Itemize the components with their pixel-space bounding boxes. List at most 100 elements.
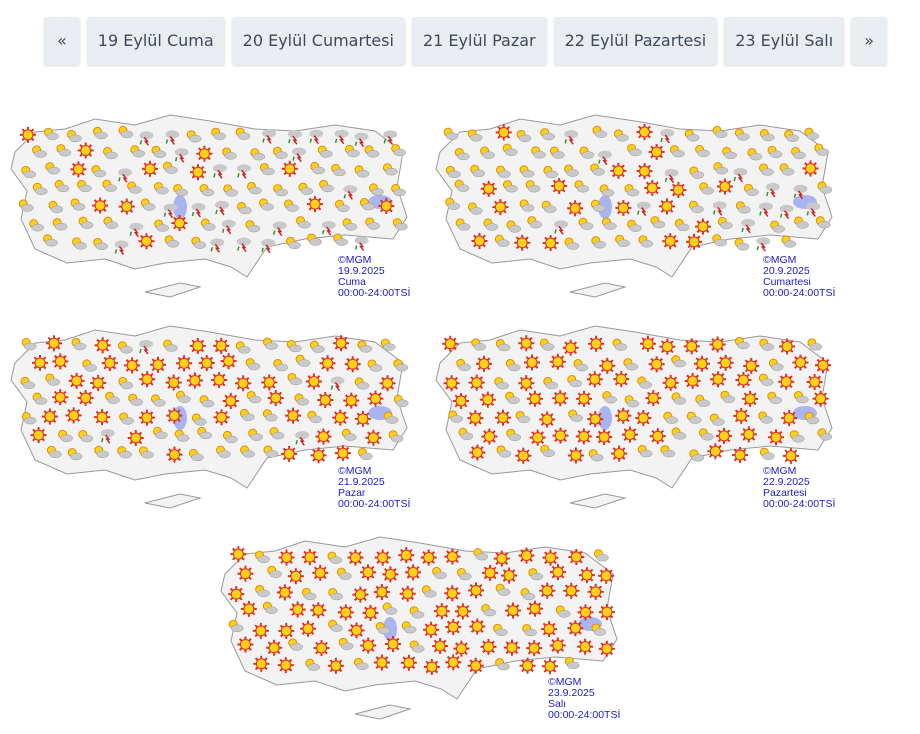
- sun-icon: [781, 410, 798, 427]
- sun-icon: [588, 335, 605, 352]
- partly-cloudy-icon: [467, 202, 483, 215]
- cyprus-outline: [144, 282, 202, 298]
- sun-icon: [541, 621, 558, 638]
- cyprus-outline: [354, 704, 412, 720]
- partly-cloudy-icon: [688, 200, 704, 213]
- sun-icon: [445, 619, 462, 636]
- partly-cloudy-icon: [759, 128, 775, 142]
- cyprus-outline: [144, 493, 202, 509]
- thunderstorm-icon: [712, 201, 727, 216]
- partly-cloudy-icon: [660, 445, 676, 458]
- partly-cloudy-icon: [354, 165, 370, 178]
- partly-cloudy-icon: [578, 217, 594, 230]
- partly-cloudy-icon: [495, 658, 510, 671]
- thunderstorm-icon: [272, 221, 287, 236]
- forecast-map-3: ©MGM 21.9.2025 Pazar 00:00-24:00TSİ: [5, 318, 423, 523]
- tab-day-3[interactable]: 21 Eylül Pazar: [411, 17, 547, 65]
- sun-icon: [253, 655, 270, 672]
- partly-cloudy-icon: [784, 129, 799, 142]
- partly-cloudy-icon: [259, 198, 274, 211]
- partly-cloudy-icon: [528, 568, 544, 581]
- partly-cloudy-icon: [391, 143, 406, 157]
- day: Pazartesi: [763, 487, 807, 499]
- partly-cloudy-icon: [152, 426, 168, 440]
- partly-cloudy-icon: [353, 657, 369, 670]
- partly-cloudy-icon: [481, 603, 497, 617]
- sun-icon: [812, 390, 829, 407]
- partly-cloudy-icon: [454, 179, 470, 192]
- partly-cloudy-icon: [246, 390, 262, 404]
- sun-icon: [444, 548, 461, 565]
- partly-cloudy-icon: [759, 338, 775, 351]
- tab-day-2[interactable]: 20 Eylül Cumartesi: [231, 17, 405, 65]
- tab-day-4[interactable]: 22 Eylül Pazartesi: [553, 17, 718, 65]
- sun-icon: [549, 564, 566, 581]
- thunderstorm-icon: [139, 131, 154, 146]
- partly-cloudy-icon: [698, 428, 714, 441]
- partly-cloudy-icon: [331, 163, 346, 177]
- thunderstorm-icon: [221, 219, 236, 235]
- sun-icon: [348, 622, 365, 639]
- sun-icon: [716, 178, 733, 195]
- sun-icon: [19, 126, 36, 143]
- partly-cloudy-icon: [52, 218, 68, 231]
- partly-cloudy-icon: [222, 430, 238, 444]
- partly-cloudy-icon: [612, 338, 628, 351]
- partly-cloudy-icon: [393, 359, 409, 372]
- sun-icon: [621, 426, 638, 443]
- partly-cloudy-icon: [689, 449, 705, 462]
- sun-icon: [815, 357, 832, 374]
- day: Cumartesi: [763, 276, 811, 288]
- partly-cloudy-icon: [245, 220, 261, 233]
- sun-icon: [285, 407, 302, 424]
- partly-cloudy-icon: [127, 181, 142, 194]
- tab-day-5[interactable]: 23 Eylül Salı: [724, 17, 845, 65]
- partly-cloudy-icon: [637, 376, 652, 389]
- partly-cloudy-icon: [503, 180, 518, 193]
- tab-day-1[interactable]: 19 Eylül Cuma: [86, 17, 225, 65]
- partly-cloudy-icon: [793, 391, 809, 404]
- sun-icon: [333, 335, 350, 352]
- partly-cloudy-icon: [591, 236, 607, 249]
- sun-icon: [373, 654, 390, 671]
- sun-icon: [716, 427, 733, 444]
- partly-cloudy-icon: [307, 233, 322, 246]
- sun-icon: [354, 410, 371, 427]
- map-caption: ©MGM 19.9.2025 Cuma 00:00-24:00TSİ: [338, 255, 410, 299]
- thunderstorm-icon: [261, 238, 276, 254]
- sun-icon: [150, 356, 167, 373]
- sun-icon: [124, 357, 141, 374]
- partly-cloudy-icon: [199, 184, 215, 197]
- partly-cloudy-icon: [531, 146, 546, 159]
- thunderstorm-icon: [114, 240, 129, 255]
- sun-icon: [562, 339, 579, 356]
- partly-cloudy-icon: [239, 408, 255, 422]
- turkey-map-image: [10, 325, 409, 509]
- partly-cloudy-icon: [779, 163, 795, 176]
- partly-cloudy-icon: [383, 411, 399, 424]
- sun-icon: [445, 654, 462, 671]
- partly-cloudy-icon: [590, 163, 605, 176]
- partly-cloudy-icon: [804, 411, 820, 425]
- sun-icon: [374, 549, 391, 566]
- next-button[interactable]: »: [851, 17, 887, 65]
- partly-cloudy-icon: [48, 200, 64, 214]
- partly-cloudy-icon: [789, 430, 805, 443]
- map-caption: ©MGM 23.9.2025 Salı 00:00-24:00TSİ: [548, 677, 620, 721]
- sun-icon: [526, 600, 543, 617]
- partly-cloudy-icon: [564, 164, 579, 177]
- thunderstorm-icon: [212, 164, 227, 179]
- partly-cloudy-icon: [543, 165, 559, 179]
- partly-cloudy-icon: [130, 145, 145, 158]
- partly-cloudy-icon: [516, 129, 532, 143]
- partly-cloudy-icon: [76, 179, 92, 193]
- sun-icon: [444, 585, 461, 602]
- thunderstorm-icon: [295, 431, 310, 446]
- partly-cloudy-icon: [294, 393, 310, 406]
- prev-button[interactable]: «: [44, 17, 80, 65]
- sun-icon: [596, 429, 613, 446]
- time-range: 00:00-24:00TSİ: [763, 287, 836, 299]
- sun-icon: [686, 233, 703, 250]
- partly-cloudy-icon: [262, 409, 278, 422]
- partly-cloudy-icon: [117, 446, 132, 459]
